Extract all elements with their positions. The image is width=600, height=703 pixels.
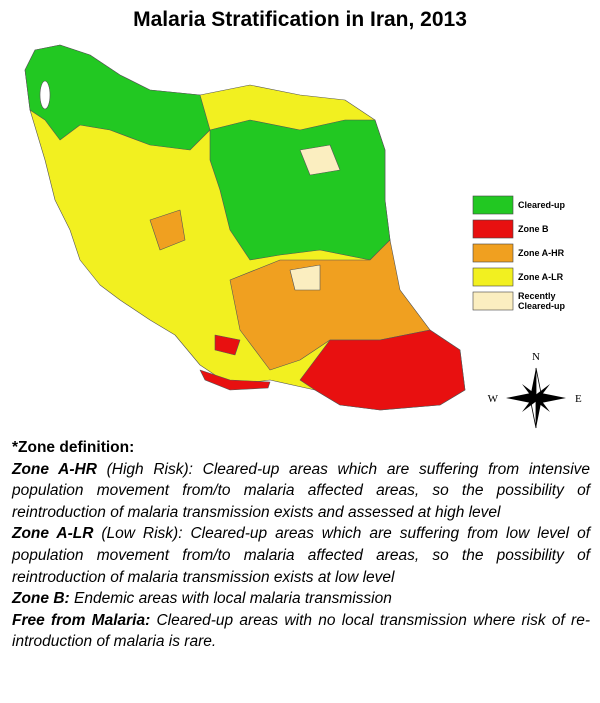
region [24,44,211,151]
legend-label: Cleared-up [518,200,566,210]
compass: N W E [488,351,582,429]
title: Malaria Stratification in Iran, 2013 [133,8,467,31]
definition-term: Free from Malaria: [12,611,151,629]
map: Cleared-up Zone B Zone A-HR Zone A-LR Recent… [24,44,582,429]
region [299,329,466,411]
compass-star [522,384,550,412]
definition: Zone A-LR (Low Risk): Cleared-up areas w… [12,523,590,588]
legend: Cleared-up Zone B Zone A-HR Zone A-LR Recent… [472,195,566,311]
region [199,369,271,391]
region [209,119,391,261]
region [214,334,241,356]
definitions-heading: *Zone definition: [12,439,135,456]
region [299,144,341,176]
definition: Zone A-HR (High Risk): Cleared-up areas … [12,459,590,524]
compass-e: E [575,393,582,405]
legend-label: Zone A-HR [518,248,565,258]
legend-swatch [472,219,514,239]
region [149,209,186,251]
definition: Free from Malaria: Cleared-up areas with… [12,610,590,653]
definition-text: Endemic areas with local malaria transmi… [69,590,392,608]
definition: Zone B: Endemic areas with local malaria… [12,588,590,610]
definitions: *Zone definition: Zone A-HR (High Risk):… [12,437,590,653]
legend-label: Zone A-LR [518,272,564,282]
compass-n: N [532,351,540,363]
legend-label: Zone B [518,224,549,234]
definition-term: Zone A-LR [12,525,94,543]
definition-text: (High Risk): Cleared-up areas which are … [12,460,591,521]
legend-swatch [472,267,514,287]
legend-label: Recently Cleared-up [518,291,566,311]
legend-swatch [472,243,514,263]
definition-term: Zone B: [12,590,70,608]
definition-text: Cleared-up areas with no local transmiss… [12,611,590,651]
lake [39,80,51,110]
legend-swatch [472,195,514,215]
definition-text: (Low Risk): Cleared-up areas which are s… [12,525,590,586]
compass-w: W [488,393,499,405]
definition-term: Zone A-HR [12,460,97,478]
legend-swatch [472,291,514,311]
region [289,264,321,291]
